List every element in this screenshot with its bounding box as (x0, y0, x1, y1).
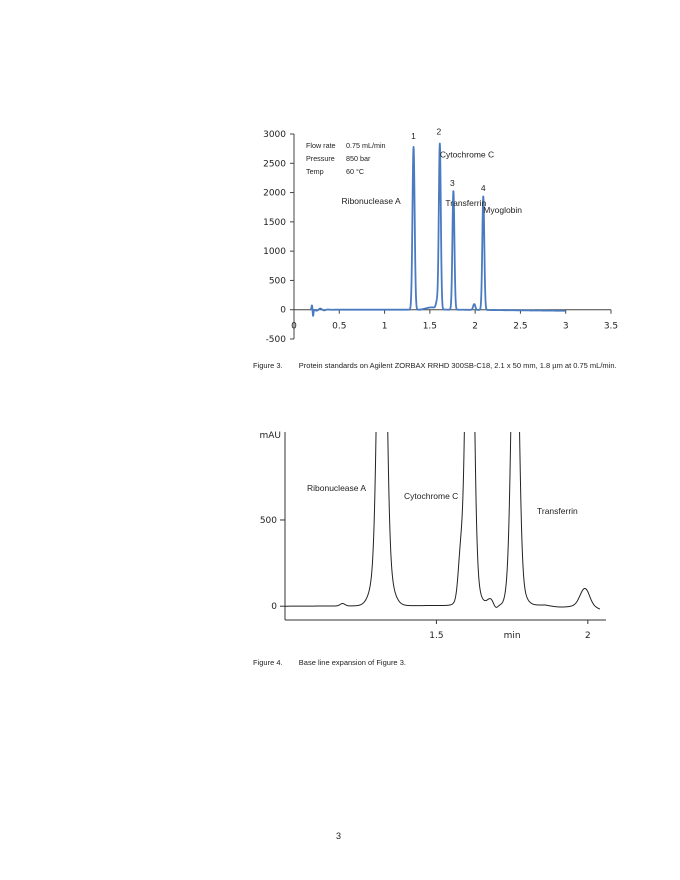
figure3-peak-labels: 1 Ribonuclease A 2 Cytochrome C 3 Transferrin… (342, 127, 523, 216)
figure3-peak-number: 1 (411, 131, 416, 141)
figure4-peak-name: Cytochrome C (404, 491, 458, 501)
figure3-y-tick-label: 0 (280, 306, 286, 316)
figure4-tick-labels: mAU 500 0 1.5 2 min (259, 431, 590, 641)
figure4-y-tick-label: 0 (271, 602, 277, 612)
figure3-y-tick-label: 2500 (263, 159, 286, 169)
figure4-peak-labels: Ribonuclease A Cytochrome C Transferrin (307, 483, 578, 516)
figure3-x-tick-label: 3.5 (604, 322, 618, 332)
figure3-peak-number: 2 (436, 127, 441, 137)
figure4-chromatogram-line (285, 432, 601, 610)
condition-label-pressure: Pressure (306, 154, 335, 163)
figure4-x-axis-label: min (504, 631, 521, 641)
figure4-peak-name: Transferrin (537, 506, 578, 516)
figure3-x-tick-label: 1.5 (423, 322, 437, 332)
figure3-peak-number: 4 (481, 183, 486, 193)
figure3-y-tick-label: 1000 (263, 247, 286, 257)
figure3-x-tick-label: 0 (291, 322, 297, 332)
condition-label-flow: Flow rate (306, 141, 336, 150)
figure3-y-tick-label: -500 (266, 335, 287, 345)
condition-value-temp: 60 °C (346, 167, 364, 176)
figure3-caption: Figure 3. Protein standards on Agilent Z… (253, 361, 617, 370)
figure3-peak-name: Myoglobin (483, 205, 522, 215)
figure3-x-tick-label: 1 (382, 322, 388, 332)
figure3-x-tick-label: 3 (563, 322, 569, 332)
figure4-caption-text: Base line expansion of Figure 3. (298, 658, 406, 667)
figure3-peak-name: Cytochrome C (440, 150, 494, 160)
figure3-peak-number: 3 (450, 178, 455, 188)
figure4-y-tick-label: 500 (260, 516, 277, 526)
figure4-chart: mAU 500 0 1.5 2 min Ribonuclease A Cytochrome … (259, 431, 606, 641)
figure4-caption: Figure 4. Base line expansion of Figure … (253, 658, 406, 667)
figure4-axes (280, 432, 606, 624)
figure3-x-tick-label: 0.5 (332, 322, 346, 332)
figure3-x-tick-label: 2 (472, 322, 478, 332)
figure4-y-axis-label: mAU (259, 431, 281, 441)
condition-value-pressure: 850 bar (346, 154, 371, 163)
figure3-caption-label: Figure 3. (253, 361, 283, 370)
figure3-chromatogram-line (309, 142, 567, 317)
conditions-box: Flow rate 0.75 mL/min Pressure 850 bar T… (306, 141, 386, 176)
figure3-y-tick-label: 3000 (263, 130, 286, 140)
figure3-tick-labels: 3000 2500 2000 1500 1000 500 0 -500 0 0.5 1 1.5 2 2.5… (263, 130, 618, 345)
figure3-caption-text: Protein standards on Agilent ZORBAX RRHD… (298, 361, 617, 370)
figure3-y-tick-label: 2000 (263, 189, 286, 199)
figure4-peak-name: Ribonuclease A (307, 483, 366, 493)
figure3-x-tick-label: 2.5 (513, 322, 527, 332)
figure3-chart: 3000 2500 2000 1500 1000 500 0 -500 0 0.5 1 1.5 2 2.5… (263, 127, 618, 345)
figure3-y-tick-label: 1500 (263, 218, 286, 228)
figure4-x-tick-label: 2 (585, 631, 591, 641)
condition-label-temp: Temp (306, 167, 324, 176)
figure3-y-tick-label: 500 (269, 276, 286, 286)
figure3-peak-name: Ribonuclease A (342, 196, 401, 206)
figure3-peak-name: Transferrin (445, 198, 486, 208)
figure4-caption-label: Figure 4. (253, 658, 283, 667)
page-number: 3 (336, 831, 342, 841)
condition-value-flow: 0.75 mL/min (346, 141, 386, 150)
figure4-x-tick-label: 1.5 (429, 631, 443, 641)
